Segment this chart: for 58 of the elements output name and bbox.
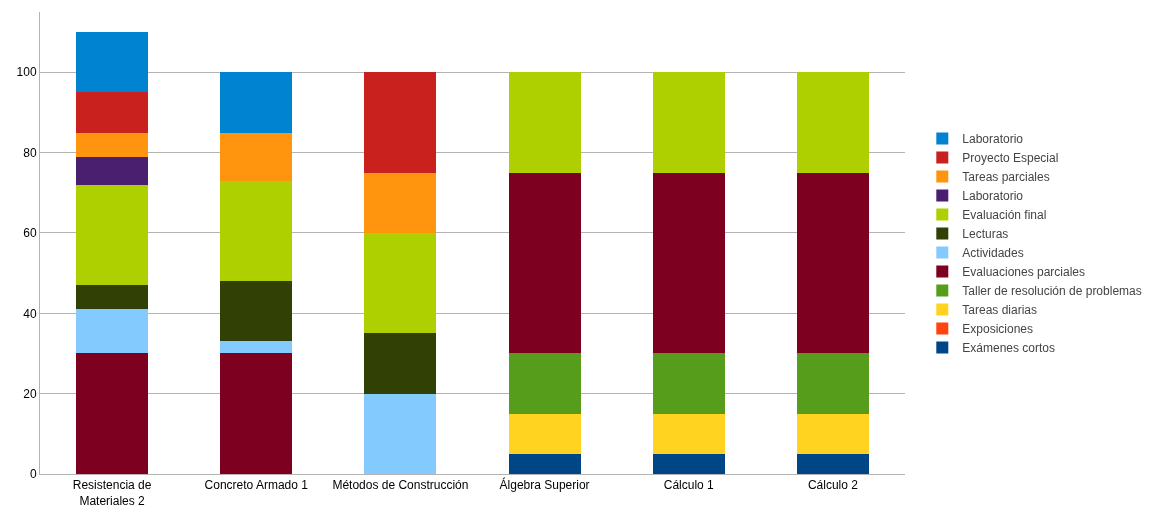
x-tick-label: Resistencia de Materiales 2 bbox=[72, 478, 152, 508]
bar bbox=[220, 281, 293, 342]
bar bbox=[508, 72, 581, 173]
y-tick-label: 60 bbox=[23, 226, 37, 241]
y-tick-label: 20 bbox=[23, 386, 37, 401]
legend-label: Tareas parciales bbox=[962, 170, 1050, 185]
bar bbox=[796, 172, 869, 354]
bar bbox=[220, 72, 293, 133]
x-tick-label: Álgebra Superior bbox=[499, 477, 590, 493]
legend-label: Tareas diarias bbox=[962, 303, 1037, 318]
legend-label: Actividades bbox=[962, 246, 1024, 261]
legend-label: Proyecto Especial bbox=[962, 151, 1059, 166]
x-tick-label: Cálculo 2 bbox=[807, 478, 859, 493]
bar bbox=[652, 172, 725, 354]
legend-label: Evaluaciones parciales bbox=[962, 265, 1086, 280]
bar bbox=[796, 353, 869, 414]
bar bbox=[508, 172, 581, 354]
bar bbox=[364, 393, 437, 474]
legend-label: Exámenes cortos bbox=[962, 341, 1056, 356]
legend-label: Exposiciones bbox=[962, 322, 1034, 337]
x-tick-label: Cálculo 1 bbox=[663, 478, 715, 493]
bar bbox=[220, 353, 293, 474]
legend-label: Laboratorio bbox=[962, 189, 1024, 204]
bar bbox=[364, 72, 437, 173]
bar bbox=[508, 453, 581, 474]
bar bbox=[76, 184, 149, 286]
bar bbox=[76, 353, 149, 474]
bar bbox=[652, 453, 725, 474]
legend-label: Laboratorio bbox=[962, 132, 1024, 147]
bar bbox=[652, 413, 725, 454]
legend-label: Taller de resolución de problemas bbox=[962, 284, 1142, 299]
bar bbox=[508, 413, 581, 454]
bar bbox=[364, 172, 437, 233]
bar bbox=[220, 341, 293, 354]
y-tick-label: 100 bbox=[16, 65, 37, 80]
bar bbox=[220, 132, 293, 181]
bar bbox=[652, 353, 725, 414]
bar bbox=[76, 132, 149, 157]
legend-label: Evaluación final bbox=[962, 208, 1047, 223]
bar bbox=[76, 285, 149, 310]
legend-label: Lecturas bbox=[962, 227, 1009, 242]
bar bbox=[508, 353, 581, 414]
y-tick-label: 80 bbox=[23, 145, 37, 160]
y-tick-label: 0 bbox=[29, 467, 37, 482]
bar bbox=[76, 156, 149, 185]
bar bbox=[364, 333, 437, 394]
bar bbox=[652, 72, 725, 173]
bar bbox=[364, 232, 437, 334]
y-tick-label: 40 bbox=[23, 306, 37, 321]
bar bbox=[796, 453, 869, 474]
bar bbox=[76, 92, 149, 133]
bar bbox=[796, 72, 869, 173]
bar bbox=[76, 309, 149, 354]
x-tick-label: Métodos de Construcción bbox=[332, 478, 469, 493]
bar bbox=[220, 180, 293, 282]
bar bbox=[796, 413, 869, 454]
bar bbox=[76, 32, 149, 93]
x-tick-label: Concreto Armado 1 bbox=[204, 478, 309, 493]
